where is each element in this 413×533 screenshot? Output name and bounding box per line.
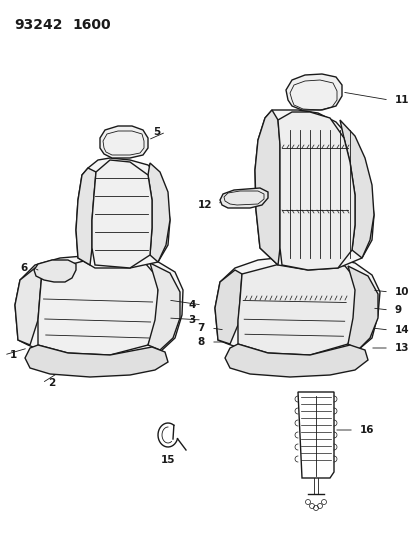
- Polygon shape: [76, 168, 96, 265]
- Polygon shape: [214, 256, 379, 362]
- Text: 5: 5: [152, 127, 159, 137]
- Text: 10: 10: [394, 287, 408, 297]
- Polygon shape: [15, 255, 183, 362]
- Polygon shape: [34, 260, 76, 282]
- Text: 93242: 93242: [14, 18, 62, 32]
- Polygon shape: [76, 158, 170, 268]
- Polygon shape: [38, 258, 158, 355]
- Text: 8: 8: [197, 337, 204, 347]
- Polygon shape: [285, 74, 341, 110]
- Text: 3: 3: [188, 315, 195, 325]
- Polygon shape: [339, 120, 373, 258]
- Polygon shape: [224, 344, 367, 377]
- Text: 7: 7: [197, 323, 204, 333]
- Text: 11: 11: [394, 95, 408, 105]
- Text: 1600: 1600: [72, 18, 110, 32]
- Text: 4: 4: [188, 300, 195, 310]
- Polygon shape: [254, 110, 279, 265]
- Polygon shape: [100, 126, 147, 158]
- Text: 6: 6: [21, 263, 28, 273]
- Polygon shape: [92, 160, 152, 268]
- Polygon shape: [237, 260, 357, 355]
- Text: 1: 1: [10, 350, 17, 360]
- Polygon shape: [347, 266, 377, 350]
- Text: 2: 2: [48, 378, 55, 388]
- Text: 12: 12: [197, 200, 211, 210]
- Polygon shape: [214, 270, 242, 344]
- Polygon shape: [277, 112, 354, 270]
- Polygon shape: [15, 268, 42, 345]
- Polygon shape: [147, 263, 180, 350]
- Text: 14: 14: [394, 325, 408, 335]
- Polygon shape: [25, 345, 168, 377]
- Text: 13: 13: [394, 343, 408, 353]
- Polygon shape: [147, 163, 170, 262]
- Polygon shape: [254, 110, 373, 270]
- Text: 9: 9: [394, 305, 401, 315]
- Text: 15: 15: [160, 455, 175, 465]
- Text: 16: 16: [359, 425, 374, 435]
- Polygon shape: [219, 188, 267, 208]
